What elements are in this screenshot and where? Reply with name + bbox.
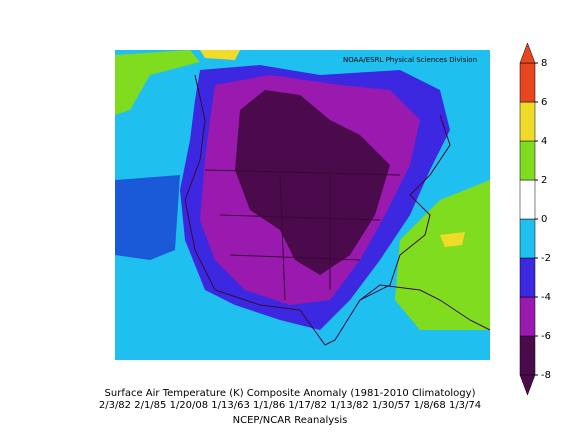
composite-dates: 2/3/82 2/1/85 1/20/08 1/13/63 1/1/86 1/1…: [99, 400, 481, 411]
colorbar-tick-label: -6: [541, 331, 551, 342]
colorbar-band: [519, 218, 536, 259]
source-label: NOAA/ESRL Physical Sciences Division: [343, 56, 477, 64]
state-borders: [204, 169, 401, 301]
coastline: [359, 284, 491, 331]
map: [115, 50, 491, 360]
anomaly-region: [115, 50, 200, 115]
colorbar-band: [519, 62, 536, 103]
data-source: NCEP/NCAR Reanalysis: [233, 415, 348, 426]
colorbar: -8 -6 -4 -2 0 2 4 6 8: [519, 42, 551, 396]
colorbar-tick-label: 2: [541, 175, 547, 186]
colorbar-tick-label: -2: [541, 253, 551, 264]
anomaly-region: [395, 180, 490, 330]
colorbar-band: [519, 140, 536, 181]
colorbar-tick-label: 0: [541, 214, 547, 225]
colorbar-extension: [519, 42, 536, 64]
colorbar-tick-label: 8: [541, 58, 547, 69]
colorbar-tick-label: 6: [541, 97, 547, 108]
anomaly-region: [235, 90, 390, 275]
anomaly-region: [115, 175, 180, 260]
colorbar-extension: [519, 374, 536, 396]
colorbar-band: [519, 296, 536, 337]
colorbar-band: [519, 257, 536, 298]
figure-title: Surface Air Temperature (K) Composite An…: [105, 388, 476, 399]
colorbar-band: [519, 179, 536, 220]
colorbar-tick-label: -4: [541, 292, 551, 303]
colorbar-tick-label: -8: [541, 370, 551, 381]
colorbar-tick-label: 4: [541, 136, 547, 147]
colorbar-band: [519, 101, 536, 142]
colorbar-band: [519, 335, 536, 376]
anomaly-region: [440, 232, 465, 247]
anomaly-region: [200, 50, 240, 60]
coastline: [184, 74, 451, 346]
